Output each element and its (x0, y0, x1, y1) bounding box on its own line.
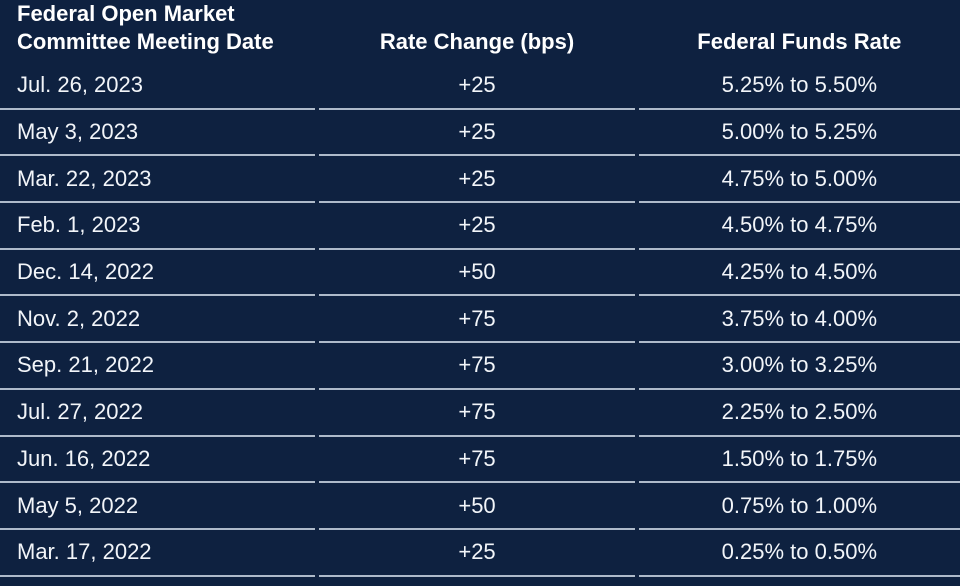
table-row: Jul. 27, 2022 +75 2.25% to 2.50% (0, 390, 960, 437)
meeting-date-cell: Nov. 2, 2022 (0, 296, 316, 344)
meeting-date-cell: Jun. 16, 2022 (0, 437, 316, 484)
meeting-date-cell: Mar. 22, 2023 (0, 156, 316, 204)
rate-change-cell: +25 (319, 530, 635, 577)
table-row: Dec. 14, 2022 +50 4.25% to 4.50% (0, 250, 960, 297)
funds-rate-cell: 5.00% to 5.25% (638, 110, 960, 157)
rate-change-cell: +50 (319, 483, 635, 530)
meeting-date-cell: Jul. 27, 2022 (0, 390, 316, 437)
table-row: May 5, 2022 +50 0.75% to 1.00% (0, 483, 960, 530)
meeting-date-cell: May 3, 2023 (0, 110, 316, 157)
rate-change-cell: +75 (319, 296, 635, 344)
meeting-date-cell: Feb. 1, 2023 (0, 203, 316, 250)
table-row: Nov. 2, 2022 +75 3.75% to 4.00% (0, 296, 960, 344)
funds-rate-cell: 5.25% to 5.50% (638, 63, 960, 110)
table-row: Mar. 22, 2023 +25 4.75% to 5.00% (0, 156, 960, 204)
table-row: Mar. 17, 2022 +25 0.25% to 0.50% (0, 530, 960, 577)
header-meeting-date: Federal Open Market Committee Meeting Da… (0, 0, 315, 63)
table-row: May 3, 2023 +25 5.00% to 5.25% (0, 110, 960, 157)
header-federal-funds-rate: Federal Funds Rate (697, 29, 902, 54)
funds-rate-cell: 3.00% to 3.25% (638, 343, 960, 390)
header-line-1: Federal Open Market (17, 1, 235, 26)
funds-rate-cell: 4.75% to 5.00% (638, 156, 960, 204)
funds-rate-cell: 1.50% to 1.75% (638, 437, 960, 484)
header-rate-change: Rate Change (bps) (379, 29, 575, 54)
header-line-2: Committee Meeting Date (17, 29, 274, 54)
funds-rate-cell: 0.75% to 1.00% (638, 483, 960, 530)
funds-rate-cell: 2.25% to 2.50% (638, 390, 960, 437)
meeting-date-cell: Mar. 17, 2022 (0, 530, 316, 577)
rate-change-cell: +25 (319, 63, 635, 110)
funds-rate-cell: 4.50% to 4.75% (638, 203, 960, 250)
table-header-row: Federal Open Market Committee Meeting Da… (0, 0, 960, 63)
table-row: Jun. 16, 2022 +75 1.50% to 1.75% (0, 437, 960, 484)
meeting-date-cell: May 5, 2022 (0, 483, 316, 530)
funds-rate-cell: 4.25% to 4.50% (638, 250, 960, 297)
meeting-date-cell: Jul. 26, 2023 (0, 63, 316, 110)
rate-change-cell: +25 (319, 156, 635, 204)
funds-rate-cell: 3.75% to 4.00% (638, 296, 960, 344)
table-row: Feb. 1, 2023 +25 4.50% to 4.75% (0, 203, 960, 250)
rate-change-cell: +75 (319, 343, 635, 390)
rate-change-cell: +25 (319, 110, 635, 157)
header-meeting-date-label: Federal Open Market Committee Meeting Da… (17, 0, 274, 56)
rate-change-cell: +25 (319, 203, 635, 250)
table-row: Sep. 21, 2022 +75 3.00% to 3.25% (0, 343, 960, 390)
table-row: Jul. 26, 2023 +25 5.25% to 5.50% (0, 63, 960, 110)
funds-rate-cell: 0.25% to 0.50% (638, 530, 960, 577)
rate-change-cell: +75 (319, 437, 635, 484)
meeting-date-cell: Dec. 14, 2022 (0, 250, 316, 297)
meeting-date-cell: Sep. 21, 2022 (0, 343, 316, 390)
rate-change-cell: +75 (319, 390, 635, 437)
rate-change-cell: +50 (319, 250, 635, 297)
